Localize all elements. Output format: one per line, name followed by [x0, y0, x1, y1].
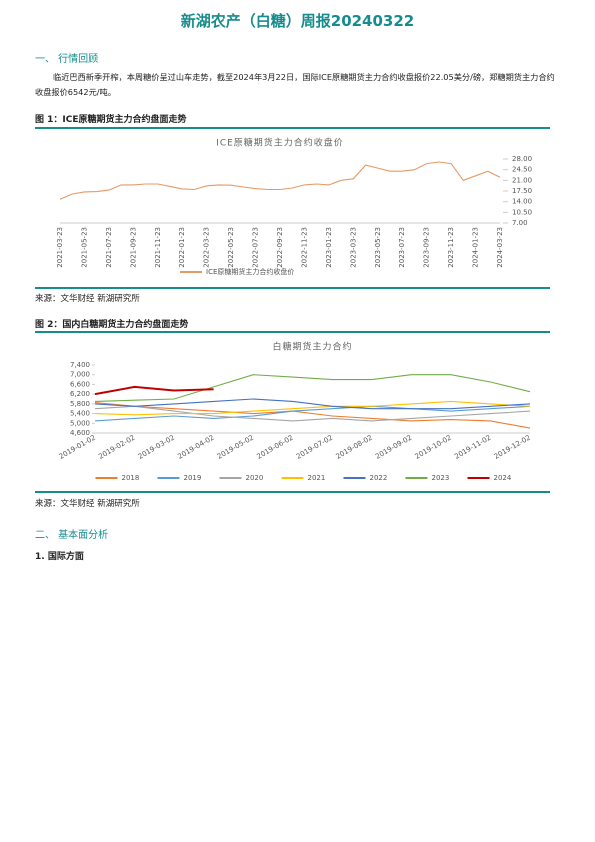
x-tick-label: 2022-09-23 [276, 227, 284, 268]
legend-label: 2018 [122, 474, 140, 482]
x-tick-label: 2019-11-02 [453, 434, 492, 461]
rule [35, 331, 550, 333]
x-tick-label: 2024-01-23 [472, 227, 480, 268]
doc-title: 新湖农产（白糖）周报20240322 [180, 12, 415, 30]
x-tick-label: 2023-11-23 [447, 227, 455, 268]
legend-label: 2019 [184, 474, 202, 482]
x-tick-label: 2021-09-23 [129, 227, 137, 268]
x-tick-label: 2023-05-23 [374, 227, 382, 268]
x-tick-label: 2022-11-23 [300, 227, 308, 268]
y-tick-label: 4,600 [70, 429, 90, 437]
y-tick-label: 21.00 [512, 176, 532, 184]
subheading: 1. 国际方面 [35, 552, 84, 562]
rule [35, 127, 550, 129]
y-tick-label: 28.00 [512, 155, 532, 163]
x-tick-label: 2023-09-23 [423, 227, 431, 268]
series-line [94, 402, 531, 429]
section-heading: 一、 行情回顾 [35, 54, 99, 65]
x-tick-label: 2019-02-02 [97, 434, 136, 461]
x-tick-label: 2022-07-23 [252, 227, 260, 268]
x-tick-label: 2021-11-23 [154, 227, 162, 268]
x-tick-label: 2019-03-02 [137, 434, 176, 461]
x-tick-label: 2021-03-23 [56, 227, 64, 268]
series-line [94, 398, 531, 410]
figure-caption: 图 1：ICE原糖期货主力合约盘面走势 [35, 115, 187, 125]
x-tick-label: 2023-07-23 [398, 227, 406, 268]
legend-label: 2020 [246, 474, 264, 482]
x-tick-label: 2019-10-02 [414, 434, 453, 461]
y-tick-label: 5,800 [70, 400, 90, 408]
chart-title: 白糖期货主力合约 [272, 341, 352, 353]
legend-label: 2021 [308, 474, 326, 482]
series-line [59, 161, 501, 200]
y-tick-label: 6,600 [70, 380, 90, 388]
series-line [94, 374, 531, 402]
figure-source: 来源：文华财经 新湖研究所 [35, 294, 140, 304]
series-line [94, 405, 531, 422]
x-tick-label: 2019-08-02 [335, 434, 374, 461]
x-tick-label: 2019-12-02 [493, 434, 532, 461]
legend-label: 2023 [432, 474, 450, 482]
y-tick-label: 6,200 [70, 390, 90, 398]
y-tick-label: 5,400 [70, 410, 90, 418]
y-tick-label: 17.50 [512, 187, 532, 195]
y-tick-label: 7,400 [70, 361, 90, 369]
rule [35, 491, 550, 493]
x-tick-label: 2023-03-23 [349, 227, 357, 268]
x-tick-label: 2019-06-02 [255, 434, 294, 461]
x-tick-label: 2021-05-23 [80, 227, 88, 268]
x-tick-label: 2019-05-02 [216, 434, 255, 461]
y-tick-label: 14.00 [512, 198, 532, 206]
series-line [94, 385, 214, 396]
legend-label: 2024 [494, 474, 512, 482]
x-tick-label: 2019-07-02 [295, 434, 334, 461]
series-line [94, 400, 531, 416]
y-tick-label: 10.50 [512, 208, 532, 216]
chart-title: ICE原糖期货主力合约收盘价 [216, 137, 344, 149]
y-tick-label: 7.00 [512, 219, 528, 227]
x-tick-label: 2022-01-23 [178, 227, 186, 268]
paragraph: 临近巴西新季开榨，本周糖价呈过山车走势，截至2024年3月22日，国际ICE原糖… [35, 72, 555, 97]
x-tick-label: 2021-07-23 [105, 227, 113, 268]
legend-label: 2022 [370, 474, 388, 482]
chart: ICE原糖期货主力合约收盘价 28.00 24.50 21.00 17.50 14.00 1… [56, 137, 532, 277]
x-tick-label: 2019-04-02 [176, 434, 215, 461]
x-tick-label: 2022-03-23 [203, 227, 211, 268]
figure-source: 来源：文华财经 新湖研究所 [35, 499, 140, 509]
y-tick-label: 24.50 [512, 166, 532, 174]
section-heading: 二、 基本面分析 [35, 530, 109, 541]
y-tick-label: 7,000 [70, 371, 90, 379]
y-tick-label: 5,000 [70, 419, 90, 427]
x-tick-label: 2022-05-23 [227, 227, 235, 268]
x-tick-label: 2024-03-23 [496, 227, 504, 268]
x-tick-label: 2019-01-02 [58, 434, 97, 461]
rule [35, 287, 550, 289]
x-tick-label: 2023-01-23 [325, 227, 333, 268]
series-line [94, 405, 531, 422]
figure-caption: 图 2：国内白糖期货主力合约盘面走势 [35, 320, 189, 330]
legend-label: ICE原糖期货主力合约收盘价 [206, 267, 294, 276]
x-tick-label: 2019-09-02 [374, 434, 413, 461]
